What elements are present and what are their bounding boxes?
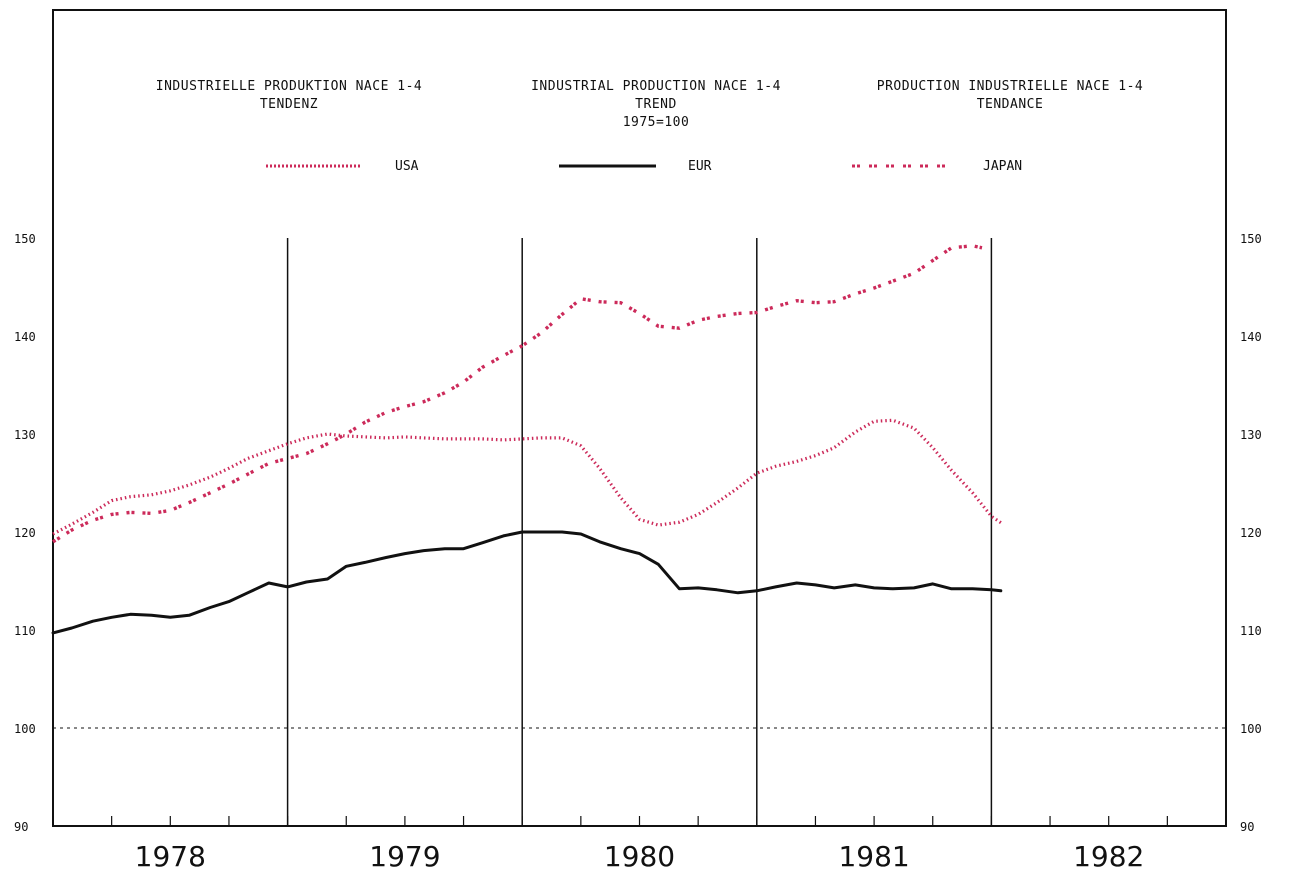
y-tick-right-90: 90	[1240, 820, 1254, 834]
y-axis-right: 90 100 110 120 130 140 150	[1240, 232, 1262, 834]
x-tick-label-1979: 1979	[369, 840, 440, 872]
title-1-line-2: 1975=100	[623, 115, 690, 130]
year-boundaries	[286, 238, 993, 826]
y-tick-right-100: 100	[1240, 722, 1262, 736]
plot-border	[52, 9, 1227, 827]
y-tick-left-140: 140	[14, 330, 36, 344]
legend-label-usa: USA	[395, 159, 419, 174]
y-tick-right-120: 120	[1240, 526, 1262, 540]
title-0-line-1: TENDENZ	[260, 97, 318, 112]
x-tick-label-1982: 1982	[1073, 840, 1144, 872]
y-tick-left-90: 90	[14, 820, 28, 834]
series-line-eur	[51, 530, 1003, 635]
x-tick-label-1980: 1980	[604, 840, 675, 872]
title-1-line-0: INDUSTRIAL PRODUCTION NACE 1-4	[531, 79, 781, 94]
y-tick-left-120: 120	[14, 526, 36, 540]
chart-legend: USA EUR JAPAN	[266, 159, 1022, 174]
series-line-usa	[52, 418, 1004, 536]
legend-label-japan: JAPAN	[983, 159, 1022, 174]
y-tick-left-110: 110	[14, 624, 36, 638]
y-tick-right-110: 110	[1240, 624, 1262, 638]
x-axis: 1978 1979 1980 1981 1982	[52, 816, 1227, 872]
chart-titles: INDUSTRIELLE PRODUKTION NACE 1-4 TENDENZ I…	[156, 79, 1143, 130]
series-lines	[51, 244, 1004, 635]
y-tick-left-100: 100	[14, 722, 36, 736]
y-tick-right-140: 140	[1240, 330, 1262, 344]
title-2-line-1: TENDANCE	[977, 97, 1044, 112]
plot-frame	[52, 9, 1227, 827]
title-2-line-0: PRODUCTION INDUSTRIELLE NACE 1-4	[877, 79, 1143, 94]
y-tick-left-150: 150	[14, 232, 36, 246]
x-tick-label-1978: 1978	[135, 840, 206, 872]
y-axis-left: 90 100 110 120 130 140 150	[14, 232, 36, 834]
title-1-line-1: TREND	[635, 97, 677, 112]
legend-label-eur: EUR	[688, 159, 712, 174]
y-tick-right-150: 150	[1240, 232, 1262, 246]
y-tick-left-130: 130	[14, 428, 36, 442]
title-0-line-0: INDUSTRIELLE PRODUKTION NACE 1-4	[156, 79, 422, 94]
x-tick-label-1981: 1981	[838, 840, 909, 872]
y-tick-right-130: 130	[1240, 428, 1262, 442]
series-line-japan	[52, 244, 983, 544]
